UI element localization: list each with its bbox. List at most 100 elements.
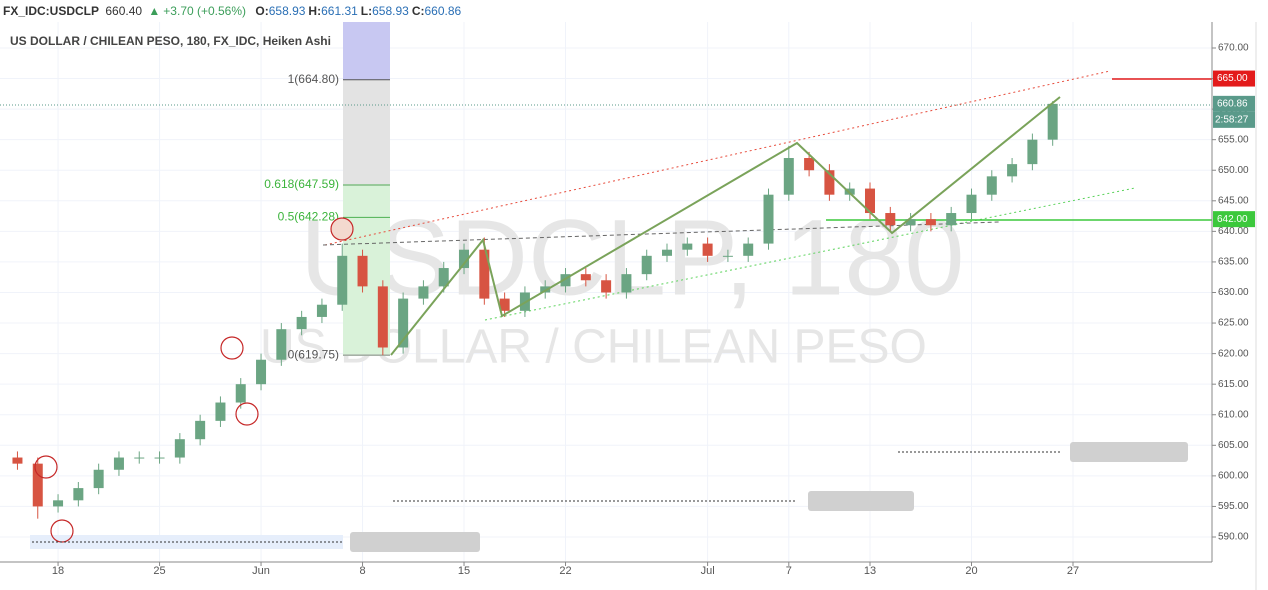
fib-label: 0.618(647.59) [264,177,339,191]
wave-line [390,96,1061,356]
change-arrow: ▲ [148,4,161,18]
candle-body [296,316,307,330]
fib-label: 1(664.80) [288,72,339,86]
y-tick-label: 620.00 [1218,348,1249,359]
last-price: 660.40 [105,4,143,18]
candle-body [864,188,875,214]
x-tick-label: 20 [965,565,977,577]
candle-body [12,457,23,464]
x-tick-label: 25 [153,565,165,577]
price-tag [1213,95,1255,112]
ohlc-label: H: [308,4,322,18]
candle-body [398,298,409,348]
candle-body [560,274,571,287]
symbol: FX_IDC:USDCLP [3,4,100,18]
fib-zone [343,80,390,186]
ohlc-label: L: [360,4,373,18]
header: FX_IDC:USDCLP 660.40 ▲ +3.70 (+0.56%) O:6… [0,0,1268,22]
candle-body [73,488,84,501]
measure-box [808,491,914,511]
timer: 2:58:27 [1215,114,1249,125]
y-tick-label: 635.00 [1218,257,1249,268]
candle-body [662,249,673,256]
y-tick-label: 605.00 [1218,440,1249,451]
candle-body [154,457,165,459]
x-tick-label: 22 [559,565,571,577]
x-tick-label: 8 [359,565,365,577]
candle-body [905,219,916,226]
candle-body [377,286,388,348]
candle-body [743,243,754,256]
candle-body [195,420,206,440]
candle-body [885,213,896,226]
candle-body [540,286,551,293]
candle-body [174,439,185,458]
trend-line [322,221,1001,246]
candle-body [235,384,246,403]
timer-box [1213,111,1255,128]
candle-body [215,402,226,421]
candle-body [804,158,815,171]
price-tag [1213,70,1255,87]
x-tick-label: 27 [1067,565,1079,577]
ohlc-value: 658.93 [268,4,306,18]
candle-body [783,158,794,195]
candle-body [641,255,652,275]
wave-circle [34,455,58,479]
candle-body [479,249,490,299]
ohlc-value: 658.93 [372,4,409,18]
price-tag-label: 660.86 [1217,98,1248,109]
candle-body [601,280,612,293]
measure-box [350,532,480,552]
candle-body [722,255,733,257]
x-tick-label: 7 [786,565,792,577]
x-tick-label: Jul [701,565,715,577]
y-tick-label: 610.00 [1218,409,1249,420]
candle-body [357,255,368,287]
fib-zone [343,22,390,80]
fib-label: 0(619.75) [288,347,339,361]
ohlc-label: O: [255,4,269,18]
price-tag-label: 665.00 [1217,73,1248,84]
candle-body [418,286,429,299]
candle-body [621,274,632,293]
candle-body [53,500,64,507]
candle-body [32,463,43,507]
x-tick-label: Jun [252,565,270,577]
candle-body [1027,139,1038,165]
ohlc-label: C: [411,4,425,18]
y-tick-label: 595.00 [1218,501,1249,512]
y-tick-label: 630.00 [1218,287,1249,298]
candle-body [93,469,104,489]
candle-body [256,359,267,385]
ohlc-value: 660.86 [424,4,462,18]
candle-body [316,304,327,317]
candle-body [763,194,774,244]
chart-title: US DOLLAR / CHILEAN PESO, 180, FX_IDC, H… [10,34,331,48]
change: +3.70 (+0.56%) [163,4,247,18]
y-tick-label: 590.00 [1218,532,1249,543]
candle-body [113,457,124,470]
y-tick-label: 655.00 [1218,134,1249,145]
candle-body [946,213,957,226]
candle-body [682,243,693,250]
y-tick-label: 600.00 [1218,471,1249,482]
x-tick-label: 15 [458,565,470,577]
fib-label: 0.5(642.28) [278,210,339,224]
candle-body [966,194,977,214]
wave-circle [235,402,259,426]
candle-body [459,249,470,269]
y-tick-label: 615.00 [1218,379,1249,390]
candle-body [580,274,591,281]
candle-body [438,268,449,287]
watermark: USDCLP, 180 [300,197,964,318]
trend-line [484,187,1136,321]
price-tag-label: 642.00 [1217,214,1248,225]
candle-body [824,170,835,195]
candle-body [337,255,348,305]
x-tick-label: 13 [864,565,876,577]
candle-body [134,457,145,459]
measure-zone [30,535,343,549]
